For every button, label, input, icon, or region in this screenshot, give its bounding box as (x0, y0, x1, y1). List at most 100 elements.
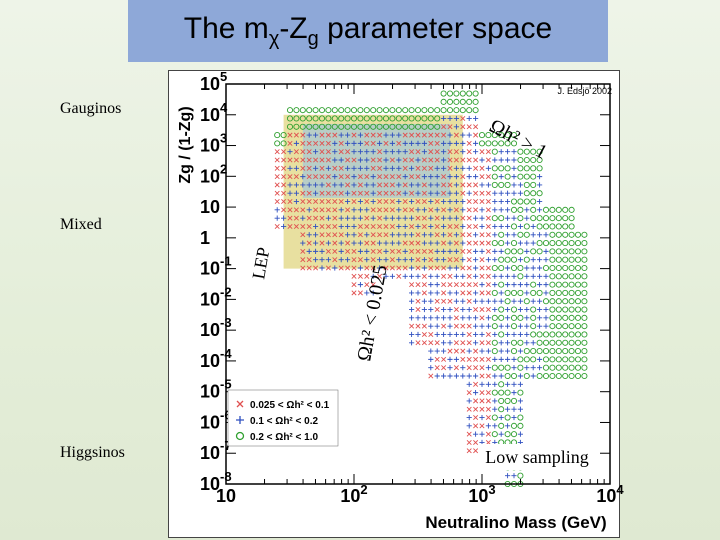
data-point-393 (402, 257, 408, 263)
data-point-102 (313, 207, 319, 213)
data-point-409 (402, 123, 409, 130)
data-point-186 (338, 174, 344, 180)
data-point-1144 (537, 273, 543, 279)
y-tick-label-5: 1 (200, 228, 210, 248)
data-point-1022 (511, 232, 517, 238)
annotation-lep: LEP (248, 246, 273, 281)
data-point-50 (293, 140, 299, 146)
data-point-803 (479, 365, 485, 371)
data-point-1066 (517, 223, 523, 230)
data-point-16 (281, 199, 287, 205)
data-point-291 (370, 232, 376, 238)
data-point-559 (434, 149, 440, 155)
data-point-250 (357, 190, 363, 196)
data-point-1106 (530, 356, 537, 363)
data-point-835 (485, 423, 491, 429)
data-point-1191 (549, 289, 556, 296)
data-point-461 (415, 174, 421, 180)
data-point-69 (300, 149, 306, 155)
data-point-399 (402, 207, 408, 213)
data-point-776 (473, 223, 479, 229)
data-point-141 (325, 215, 331, 221)
data-point-986 (504, 173, 511, 180)
data-point-695 (460, 165, 466, 171)
data-point-160 (332, 223, 338, 229)
data-point-989 (505, 149, 511, 155)
data-point-609 (447, 298, 453, 304)
data-point-673 (460, 348, 466, 354)
data-point-420 (409, 273, 415, 279)
data-point-122 (319, 207, 325, 213)
data-point-650 (453, 248, 459, 254)
data-point-1127 (530, 181, 537, 188)
data-point-1010 (511, 331, 517, 338)
data-point-635 (453, 373, 459, 379)
data-point-564 (434, 107, 441, 114)
data-point-1025 (510, 206, 518, 213)
data-point-390 (395, 107, 402, 114)
data-point-546 (434, 257, 440, 263)
data-point-724 (466, 290, 472, 296)
data-point-93 (306, 115, 313, 122)
data-point-982 (505, 207, 511, 213)
data-point-1092 (524, 240, 530, 246)
data-point-1293 (581, 289, 588, 296)
data-point-1139 (537, 315, 543, 321)
data-point-721 (466, 315, 472, 321)
data-point-525 (428, 157, 434, 163)
data-point-698 (460, 140, 466, 146)
data-point-1203 (555, 364, 562, 371)
data-point-498 (421, 107, 428, 114)
data-point-219 (351, 257, 357, 263)
data-point-232 (351, 149, 357, 155)
data-point-10 (274, 149, 280, 155)
data-point-973 (505, 282, 511, 288)
data-point-1201 (549, 206, 556, 213)
data-point-243 (357, 248, 363, 254)
data-point-83 (306, 199, 312, 205)
data-point-350 (389, 265, 395, 271)
data-point-89 (306, 149, 312, 155)
data-point-505 (428, 323, 434, 329)
data-point-804 (479, 356, 485, 362)
data-point-493 (421, 149, 427, 155)
data-point-1058 (517, 289, 524, 296)
data-point-8 (274, 165, 280, 171)
data-point-1244 (568, 372, 575, 380)
data-point-1175 (543, 248, 549, 254)
data-point-168 (332, 157, 338, 163)
data-point-784 (473, 157, 479, 163)
data-point-234 (351, 132, 357, 138)
data-point-1263 (568, 215, 575, 222)
data-point-573 (441, 306, 447, 313)
data-point-383 (396, 165, 402, 171)
data-point-552 (434, 207, 440, 213)
data-point-72 (299, 123, 306, 130)
data-point-944 (498, 165, 505, 172)
data-point-909 (491, 132, 498, 139)
data-point-914 (498, 414, 504, 421)
data-point-1148 (536, 240, 543, 247)
data-point-98 (313, 240, 319, 246)
data-point-928 (498, 298, 504, 304)
x-tick-label-0: 10 (216, 486, 236, 506)
data-point-1182 (549, 364, 556, 371)
data-point-269 (364, 223, 370, 229)
data-point-442 (415, 331, 421, 338)
data-point-950 (505, 473, 511, 479)
data-point-541 (434, 298, 440, 304)
data-point-288 (370, 257, 376, 263)
data-point-626 (447, 157, 453, 163)
data-point-302 (370, 140, 376, 146)
data-point-340 (383, 174, 389, 180)
data-point-172 (331, 123, 338, 130)
data-point-24 (280, 132, 287, 139)
data-point-745 (466, 115, 472, 122)
data-point-28 (287, 199, 293, 205)
data-point-836 (485, 415, 491, 421)
data-point-313 (377, 223, 383, 229)
data-point-1195 (549, 256, 556, 263)
data-point-834 (485, 431, 491, 437)
data-point-369 (389, 107, 396, 114)
data-point-597 (440, 107, 447, 114)
